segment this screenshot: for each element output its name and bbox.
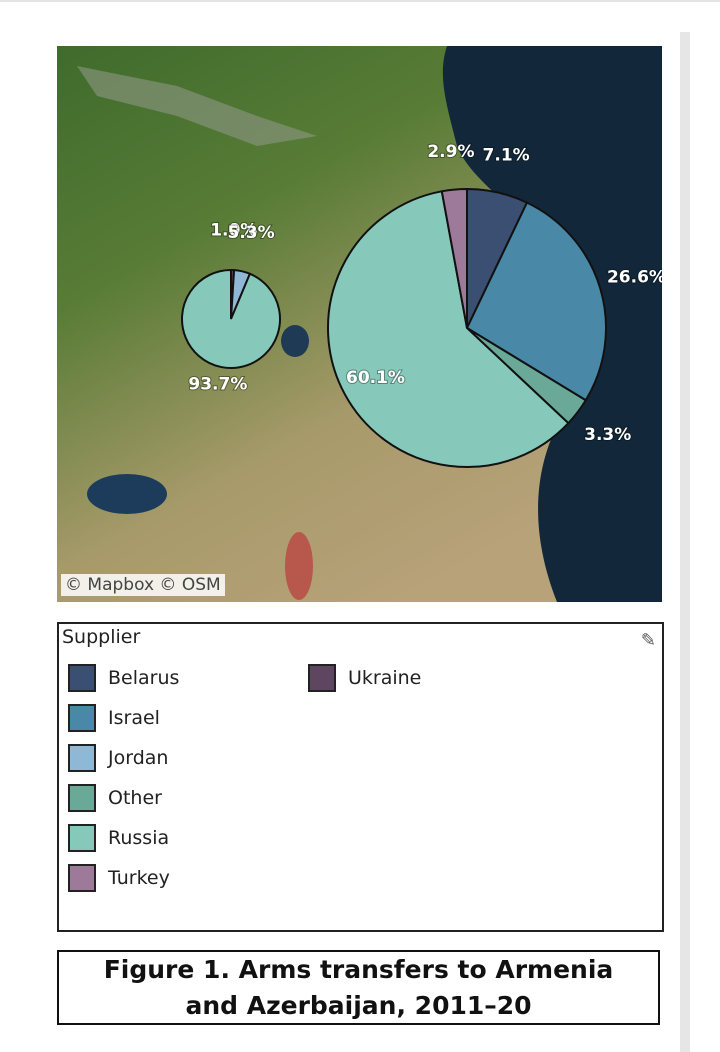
legend-item[interactable]: Ukraine — [308, 664, 421, 692]
legend-item[interactable]: Turkey — [68, 864, 170, 892]
lake-sevan — [281, 325, 309, 357]
legend-swatch — [308, 664, 336, 692]
legend-label: Ukraine — [348, 667, 422, 689]
legend-label: Russia — [108, 827, 170, 849]
legend-title: Supplier — [62, 626, 141, 648]
data-label: 1.0% — [210, 221, 257, 241]
legend-item[interactable]: Israel — [68, 704, 160, 732]
pie-slice — [181, 268, 281, 369]
legend-label: Other — [108, 787, 162, 809]
legend-swatch — [68, 704, 96, 732]
legend-swatch — [68, 784, 96, 812]
data-label: 7.1% — [483, 146, 530, 166]
legend-swatch — [68, 664, 96, 692]
data-label: 2.9% — [427, 142, 474, 162]
edit-icon[interactable]: ✎ — [640, 630, 656, 651]
pie-slice — [465, 201, 607, 402]
legend-label: Turkey — [108, 867, 170, 889]
scrollbar — [680, 32, 690, 1052]
legend-swatch — [68, 824, 96, 852]
data-label: 60.1% — [346, 368, 405, 388]
legend-label: Jordan — [108, 747, 169, 769]
data-label: 26.6% — [607, 268, 662, 288]
pie-slice — [440, 187, 468, 329]
legend-item[interactable]: Belarus — [68, 664, 179, 692]
data-label: 3.3% — [584, 425, 631, 445]
legend-swatch — [68, 864, 96, 892]
lake-urmia — [285, 532, 313, 600]
sea — [442, 46, 662, 602]
map: 1.0%5.3% 93.7% 7.1% 26.6% 3.3% 60.1% 2.9% — [57, 46, 662, 602]
legend-swatch — [68, 744, 96, 772]
pie-slice — [327, 190, 570, 468]
legend: Supplier ✎ Belarus Israel Jordan Other Russi… — [57, 622, 664, 932]
data-label: 5.3% — [228, 223, 275, 243]
legend-label: Belarus — [108, 667, 180, 689]
data-label: 93.7% — [188, 374, 247, 394]
legend-item[interactable]: Jordan — [68, 744, 168, 772]
lake-van — [87, 474, 167, 514]
figure-caption: Figure 1. Arms transfers to Armenia and … — [57, 950, 660, 1025]
legend-label: Israel — [108, 707, 160, 729]
legend-item[interactable]: Russia — [68, 824, 169, 852]
map-attribution: © Mapbox © OSM — [61, 574, 225, 596]
legend-item[interactable]: Other — [68, 784, 162, 812]
mountains — [77, 66, 317, 146]
top-border — [0, 0, 720, 2]
